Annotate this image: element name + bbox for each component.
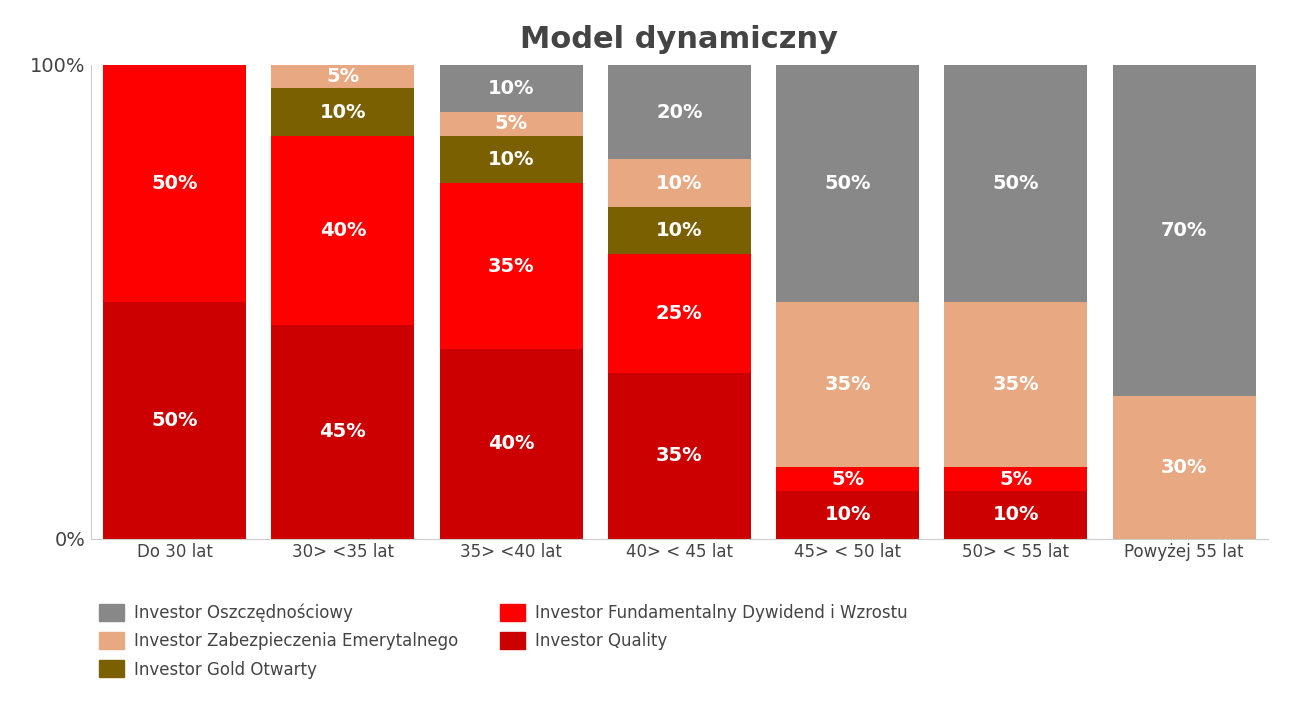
- Bar: [776, 491, 919, 538]
- Text: 5%: 5%: [494, 114, 528, 134]
- Text: 40%: 40%: [488, 434, 534, 453]
- Bar: [776, 467, 919, 491]
- Bar: [945, 467, 1087, 491]
- Text: 10%: 10%: [656, 221, 703, 240]
- Bar: [1113, 396, 1255, 538]
- Bar: [776, 65, 919, 302]
- Text: 10%: 10%: [824, 505, 871, 524]
- Bar: [440, 112, 582, 136]
- Title: Model dynamiczny: Model dynamiczny: [520, 25, 839, 54]
- Bar: [440, 349, 582, 538]
- Text: 35%: 35%: [992, 375, 1039, 394]
- Text: 40%: 40%: [320, 221, 366, 240]
- Bar: [272, 325, 414, 538]
- Bar: [272, 65, 414, 88]
- Bar: [104, 302, 246, 538]
- Text: 50%: 50%: [151, 411, 198, 429]
- Bar: [776, 302, 919, 467]
- Text: 45%: 45%: [320, 422, 366, 442]
- Text: 50%: 50%: [151, 174, 198, 192]
- Bar: [272, 88, 414, 136]
- Bar: [272, 136, 414, 325]
- Bar: [608, 373, 751, 538]
- Bar: [440, 183, 582, 349]
- Bar: [608, 65, 751, 159]
- Text: 5%: 5%: [831, 470, 864, 489]
- Text: 35%: 35%: [656, 446, 703, 465]
- Bar: [945, 65, 1087, 302]
- Text: 10%: 10%: [488, 150, 534, 169]
- Text: 35%: 35%: [488, 256, 534, 276]
- Bar: [440, 136, 582, 183]
- Text: 70%: 70%: [1161, 221, 1207, 240]
- Bar: [608, 159, 751, 207]
- Bar: [608, 207, 751, 254]
- Text: 10%: 10%: [320, 103, 366, 121]
- Bar: [945, 302, 1087, 467]
- Text: 35%: 35%: [824, 375, 871, 394]
- Text: 10%: 10%: [656, 174, 703, 192]
- Bar: [440, 65, 582, 112]
- Bar: [104, 65, 246, 302]
- Text: 10%: 10%: [488, 79, 534, 98]
- Bar: [945, 491, 1087, 538]
- Text: 20%: 20%: [656, 103, 703, 121]
- Legend: Investor Oszczędnościowy, Investor Zabezpieczenia Emerytalnego, Investor Gold Ot: Investor Oszczędnościowy, Investor Zabez…: [98, 604, 907, 679]
- Text: 5%: 5%: [326, 67, 360, 86]
- Text: 50%: 50%: [992, 174, 1039, 192]
- Text: 25%: 25%: [656, 304, 703, 323]
- Text: 10%: 10%: [992, 505, 1039, 524]
- Text: 5%: 5%: [999, 470, 1033, 489]
- Text: 30%: 30%: [1161, 458, 1207, 477]
- Bar: [608, 254, 751, 373]
- Bar: [1113, 65, 1255, 396]
- Text: 50%: 50%: [824, 174, 871, 192]
